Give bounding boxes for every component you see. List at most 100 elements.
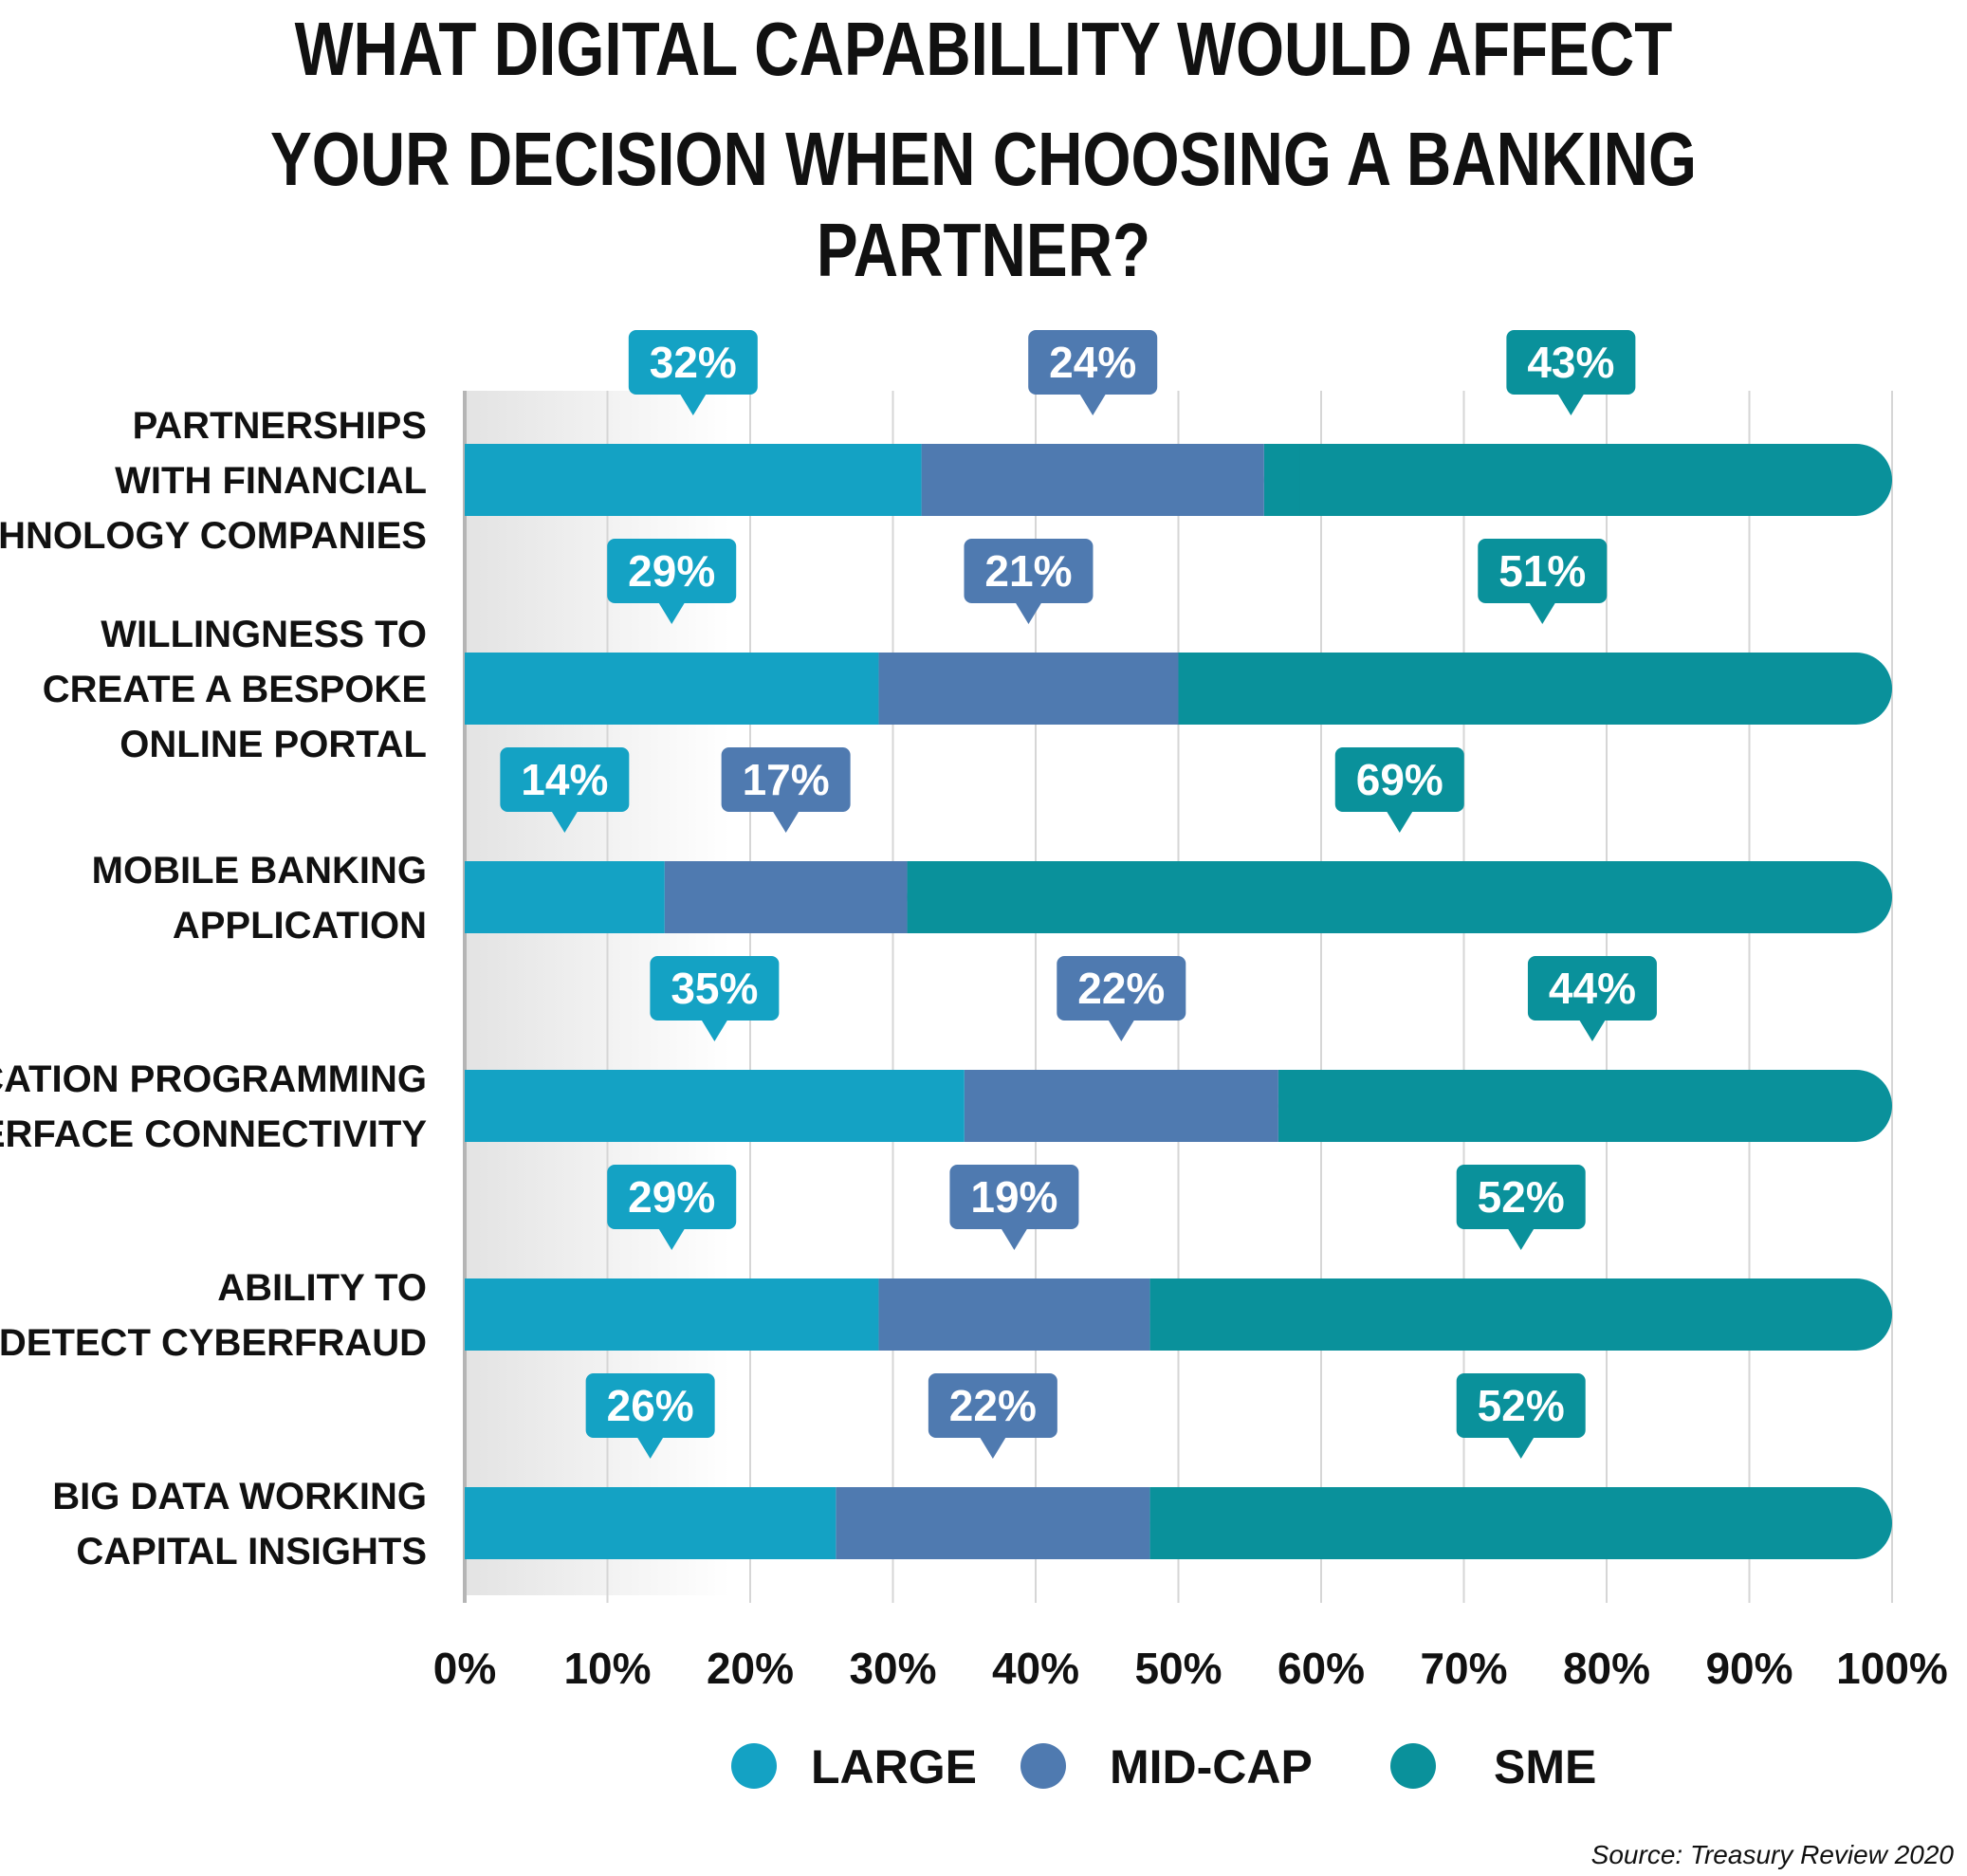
callout-pointer — [1578, 1020, 1606, 1041]
value-callout: 51% — [1478, 539, 1608, 624]
value-label: 51% — [1498, 546, 1586, 596]
value-callout: 52% — [1456, 1165, 1586, 1250]
callout-box — [1478, 539, 1608, 603]
callout-box — [500, 747, 630, 812]
value-label: 29% — [628, 546, 715, 596]
bar-segment-mid-cap — [964, 1070, 1278, 1142]
x-tick-label: 60% — [1278, 1644, 1365, 1693]
value-label: 43% — [1527, 338, 1614, 387]
callout-pointer — [1386, 811, 1413, 833]
bar-segment-join — [1149, 1278, 1186, 1351]
x-tick-label: 20% — [707, 1644, 794, 1693]
callout-pointer — [1507, 1437, 1535, 1459]
x-tick-label: 90% — [1705, 1644, 1792, 1693]
callout-pointer — [658, 602, 686, 624]
callout-box — [607, 539, 737, 603]
category-label: WITH FINANCIAL — [115, 460, 427, 502]
category-label: TECHNOLOGY COMPANIES — [0, 515, 427, 557]
callout-box — [1057, 956, 1186, 1021]
category-label: WILLINGNESS TO — [101, 614, 427, 655]
bar-segment-large — [465, 653, 879, 725]
bar-segment-large — [465, 861, 665, 933]
callout-pointer — [1015, 602, 1042, 624]
x-tick-label: 70% — [1420, 1644, 1507, 1693]
chart-title-line-1: WHAT DIGITAL CAPABILLITY WOULD AFFECT — [294, 7, 1673, 91]
bar-segment-mid-cap — [921, 444, 1264, 516]
value-label: 17% — [743, 755, 830, 804]
callout-pointer — [658, 1228, 686, 1250]
bar-segment-sme — [1149, 1487, 1892, 1559]
bar-segment-large — [465, 444, 922, 516]
callout-box — [1028, 330, 1158, 395]
x-tick-label: 10% — [563, 1644, 651, 1693]
category-label: BIG DATA WORKING — [52, 1476, 427, 1517]
legend-marker-mid-cap — [1020, 1743, 1066, 1789]
value-callout: 69% — [1334, 747, 1464, 833]
value-label: 14% — [521, 755, 608, 804]
legend-label: MID-CAP — [1110, 1740, 1313, 1793]
x-tick-label: 30% — [849, 1644, 936, 1693]
value-callout: 22% — [1057, 956, 1186, 1041]
legend-label: LARGE — [811, 1740, 977, 1793]
value-callout: 19% — [949, 1165, 1079, 1250]
callout-box — [1527, 956, 1657, 1021]
callout-pointer — [1108, 1020, 1135, 1041]
value-callout: 29% — [607, 1165, 737, 1250]
bar-segment-sme — [1149, 1278, 1892, 1351]
bar-segment-mid-cap — [878, 653, 1179, 725]
category-label: APPLICATION PROGRAMMING — [0, 1058, 427, 1100]
value-label: 22% — [949, 1381, 1037, 1430]
x-tick-label: 40% — [992, 1644, 1079, 1693]
bar-segment-sme — [1178, 653, 1892, 725]
value-label: 52% — [1478, 1172, 1565, 1222]
bar-segment-join — [1263, 444, 1300, 516]
callout-pointer — [979, 1437, 1006, 1459]
legend-marker-sme — [1390, 1743, 1436, 1789]
value-label: 21% — [984, 546, 1072, 596]
legend-label: SME — [1494, 1740, 1596, 1793]
value-label: 32% — [650, 338, 737, 387]
value-callout: 24% — [1028, 330, 1158, 415]
value-label: 44% — [1549, 964, 1636, 1013]
category-label: INTERFACE CONNECTIVITY — [0, 1113, 427, 1155]
callout-pointer — [679, 394, 707, 415]
callout-pointer — [1557, 394, 1585, 415]
category-label: PARTNERSHIPS — [133, 405, 427, 447]
source-note: Source: Treasury Review 2020 — [1590, 1840, 1954, 1869]
value-label: 26% — [607, 1381, 694, 1430]
x-tick-label: 50% — [1134, 1644, 1222, 1693]
value-label: 19% — [970, 1172, 1057, 1222]
category-label: ABILITY TO — [217, 1267, 427, 1309]
bar-segment-large — [465, 1278, 879, 1351]
value-label: 29% — [628, 1172, 715, 1222]
category-label: CAPITAL INSIGHTS — [76, 1531, 427, 1573]
value-callout: 21% — [964, 539, 1094, 624]
bar-segment-large — [465, 1070, 965, 1142]
callout-pointer — [1507, 1228, 1535, 1250]
bar-segment-mid-cap — [878, 1278, 1150, 1351]
bar-segment-sme — [907, 861, 1892, 933]
bar-segment-join — [907, 861, 944, 933]
bar-segment-large — [465, 1487, 836, 1559]
callout-box — [1334, 747, 1464, 812]
callout-box — [628, 330, 758, 395]
callout-box — [721, 747, 851, 812]
value-callout: 32% — [628, 330, 758, 415]
callout-box — [585, 1373, 715, 1438]
callout-pointer — [701, 1020, 728, 1041]
callout-pointer — [1529, 602, 1556, 624]
bar-segment-join — [1278, 1070, 1314, 1142]
value-label: 35% — [671, 964, 758, 1013]
value-callout: 44% — [1527, 956, 1657, 1041]
value-callout: 29% — [607, 539, 737, 624]
callout-box — [1506, 330, 1636, 395]
value-label: 52% — [1478, 1381, 1565, 1430]
bar-segment-mid-cap — [664, 861, 908, 933]
callout-box — [949, 1165, 1079, 1229]
callout-pointer — [772, 811, 800, 833]
category-label: APPLICATION — [173, 905, 427, 947]
value-callout: 26% — [585, 1373, 715, 1459]
x-tick-label: 0% — [433, 1644, 496, 1693]
value-callout: 22% — [928, 1373, 1057, 1459]
